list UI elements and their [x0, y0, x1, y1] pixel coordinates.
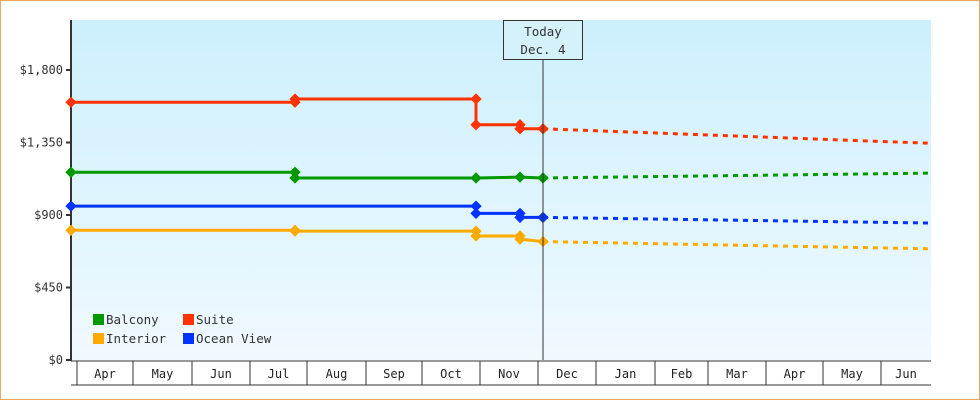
- data-point-marker[interactable]: [470, 172, 482, 184]
- data-point-marker[interactable]: [514, 211, 526, 224]
- legend-item-interior[interactable]: Interior: [93, 331, 183, 346]
- legend-item-balcony[interactable]: Balcony: [93, 312, 183, 327]
- x-tick-label: Jul: [268, 367, 290, 381]
- data-point-marker[interactable]: [470, 207, 482, 220]
- today-label: Today: [524, 24, 562, 39]
- x-tick-label: Jan: [615, 367, 637, 381]
- x-tick-label: Oct: [440, 367, 462, 381]
- data-point-marker[interactable]: [470, 200, 482, 212]
- x-tick-label: Nov: [498, 367, 520, 381]
- x-tick-label: Apr: [94, 367, 116, 381]
- y-tick-label: $450: [34, 281, 63, 295]
- today-date: Dec. 4: [520, 42, 566, 57]
- legend-item-suite[interactable]: Suite: [183, 312, 293, 327]
- x-tick-label: Sep: [383, 367, 405, 381]
- ocean-view-swatch-icon: [183, 333, 194, 344]
- data-point-marker[interactable]: [470, 230, 482, 242]
- x-tick-label: Apr: [784, 367, 806, 381]
- x-tick-label: Aug: [326, 367, 348, 381]
- interior-swatch-icon: [93, 333, 104, 344]
- x-tick-label: May: [152, 367, 174, 381]
- legend-item-ocean-view[interactable]: Ocean View: [183, 331, 293, 346]
- forecast-line: [542, 215, 932, 225]
- x-tick-label: May: [841, 367, 863, 381]
- legend: Balcony Suite Interior Ocean View: [93, 312, 293, 346]
- plot-area: [71, 20, 931, 360]
- today-annotation: Today Dec. 4: [503, 20, 583, 60]
- data-point-marker[interactable]: [289, 172, 301, 184]
- balcony-swatch-icon: [93, 314, 104, 325]
- forecast-line: [542, 127, 932, 145]
- forecast-line: [542, 240, 932, 251]
- forecast-line: [542, 171, 932, 180]
- x-tick-label: Dec: [556, 367, 578, 381]
- x-tick-label: Feb: [671, 367, 693, 381]
- data-point-marker[interactable]: [514, 171, 526, 183]
- x-tick-label: Jun: [210, 367, 232, 381]
- y-tick-label: $1,800: [20, 63, 63, 77]
- series-lines: [65, 93, 932, 251]
- y-tick-label: $0: [49, 353, 63, 367]
- y-axis: $0 $450 $900 $1,350 $1,800: [20, 20, 72, 367]
- suite-swatch-icon: [183, 314, 194, 325]
- data-point-marker[interactable]: [289, 225, 301, 237]
- data-point-marker[interactable]: [514, 233, 526, 245]
- x-axis: Apr May Jun Jul Aug Sep Oct Nov Dec Jan Feb Mar Apr M…: [71, 360, 931, 386]
- y-tick-label: $900: [34, 208, 63, 222]
- y-tick-label: $1,350: [20, 136, 63, 150]
- x-tick-label: Jun: [895, 367, 917, 381]
- x-tick-label: Mar: [726, 367, 748, 381]
